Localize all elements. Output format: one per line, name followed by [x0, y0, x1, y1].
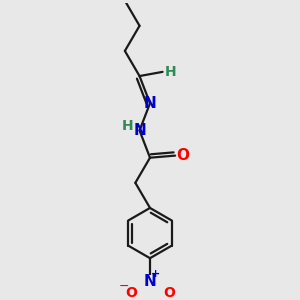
Text: O: O [163, 286, 175, 300]
Text: H: H [122, 119, 134, 133]
Text: N: N [144, 96, 156, 111]
Text: O: O [176, 148, 189, 163]
Text: N: N [144, 274, 156, 289]
Text: O: O [125, 286, 137, 300]
Text: H: H [164, 65, 176, 79]
Text: +: + [151, 269, 160, 279]
Text: N: N [133, 123, 146, 138]
Text: −: − [118, 280, 129, 293]
